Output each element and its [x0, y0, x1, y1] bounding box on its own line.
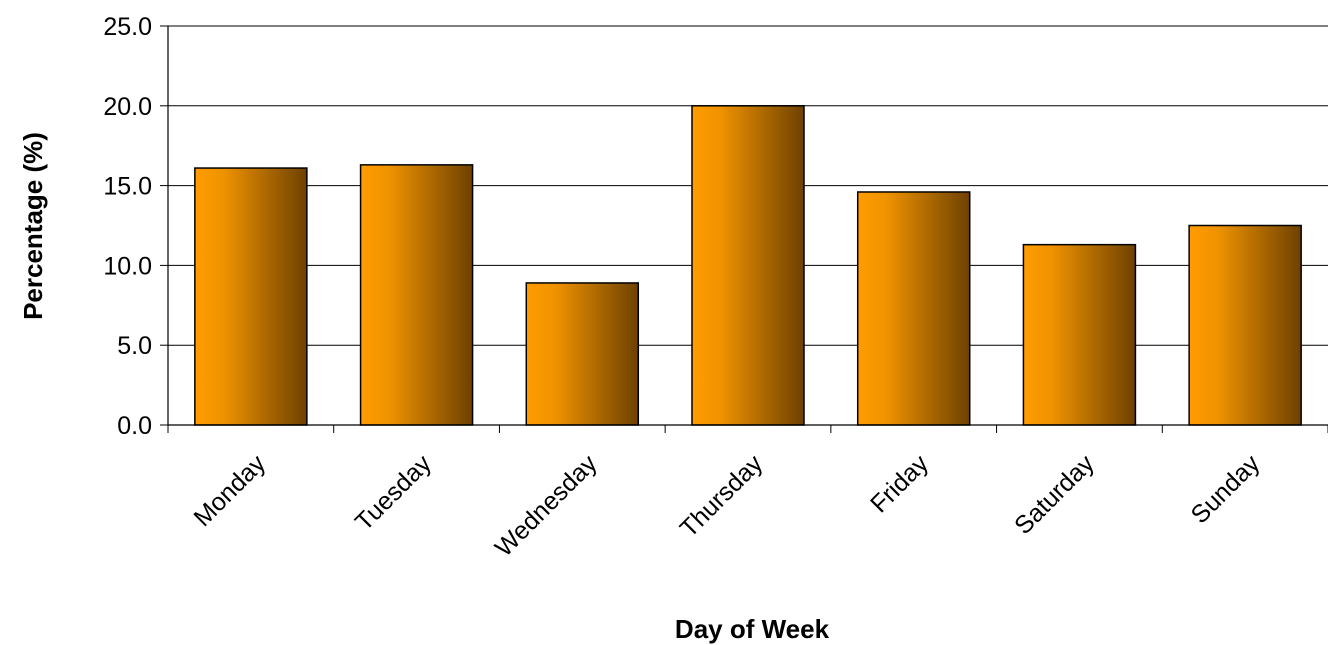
y-tick-label: 10.0	[103, 252, 152, 280]
x-tick-label: Monday	[188, 449, 271, 532]
y-tick-label: 5.0	[117, 332, 152, 360]
y-tick-label: 0.0	[117, 412, 152, 440]
x-tick-label: Thursday	[675, 449, 769, 543]
bar-saturday	[1022, 243, 1137, 426]
bar-monday	[194, 167, 308, 426]
bar-tuesday	[359, 164, 474, 426]
y-tick-labels: 0.0 5.0 10.0 15.0 20.0 25.0	[103, 13, 152, 440]
bar-wednesday	[525, 282, 640, 426]
y-axis-title: Percentage (%)	[18, 132, 48, 320]
bar-sunday	[1188, 224, 1302, 426]
y-tick-label: 20.0	[103, 93, 152, 121]
y-tick-label: 25.0	[103, 13, 152, 41]
x-tick-labels: Monday Tuesday Wednesday Thursday Friday Satu…	[188, 449, 1265, 562]
y-tick-label: 15.0	[103, 173, 152, 201]
x-tick-label: Saturday	[1009, 449, 1100, 540]
x-tick-label: Sunday	[1186, 449, 1266, 529]
axes	[167, 26, 1328, 433]
x-tick-label: Wednesday	[490, 449, 603, 562]
x-tick-label: Friday	[865, 449, 934, 518]
bar-thursday	[691, 105, 805, 426]
bars	[194, 105, 1302, 426]
x-tick-label: Tuesday	[350, 449, 437, 536]
bar-friday	[856, 191, 971, 426]
x-axis-title: Day of Week	[675, 614, 830, 644]
